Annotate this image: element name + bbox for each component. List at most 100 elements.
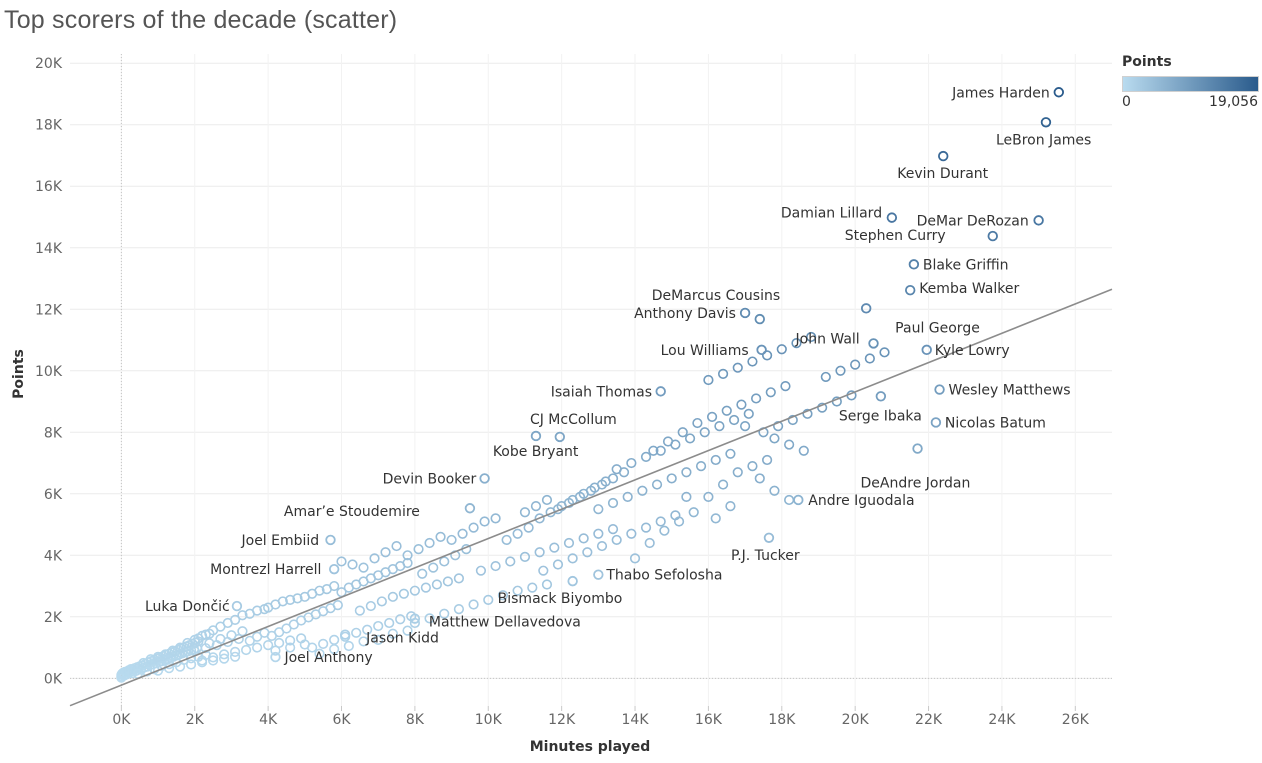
- data-point[interactable]: [351, 627, 362, 638]
- data-point[interactable]: [549, 542, 560, 553]
- data-point[interactable]: [802, 408, 813, 419]
- data-point[interactable]: [185, 659, 197, 670]
- data-point-labeled[interactable]: [270, 651, 281, 663]
- data-point-labeled[interactable]: [328, 563, 340, 575]
- data-point[interactable]: [483, 594, 494, 605]
- data-point-labeled[interactable]: [464, 503, 476, 514]
- data-point[interactable]: [475, 565, 487, 576]
- data-point[interactable]: [398, 588, 409, 599]
- data-point[interactable]: [585, 485, 597, 496]
- data-point[interactable]: [541, 494, 553, 506]
- data-point[interactable]: [563, 537, 575, 549]
- data-point[interactable]: [270, 645, 281, 656]
- data-point[interactable]: [417, 568, 428, 579]
- data-point[interactable]: [670, 439, 681, 450]
- data-point[interactable]: [552, 559, 564, 570]
- data-point[interactable]: [703, 491, 714, 502]
- data-point[interactable]: [453, 573, 465, 584]
- data-point[interactable]: [292, 593, 303, 604]
- data-point[interactable]: [593, 528, 604, 539]
- data-point[interactable]: [655, 445, 666, 456]
- data-point[interactable]: [252, 605, 263, 616]
- data-point[interactable]: [329, 580, 340, 592]
- data-point[interactable]: [395, 614, 406, 625]
- data-point[interactable]: [762, 350, 773, 361]
- data-point[interactable]: [230, 651, 241, 662]
- data-point[interactable]: [637, 485, 648, 496]
- data-point[interactable]: [622, 491, 633, 502]
- data-point[interactable]: [413, 544, 424, 555]
- data-point[interactable]: [626, 457, 637, 469]
- data-point[interactable]: [218, 653, 230, 664]
- data-point-labeled[interactable]: [868, 338, 879, 349]
- data-point[interactable]: [285, 594, 296, 605]
- data-point[interactable]: [626, 528, 637, 539]
- data-point-labeled[interactable]: [921, 344, 932, 356]
- data-point[interactable]: [369, 553, 380, 564]
- data-point[interactable]: [541, 579, 553, 590]
- data-point[interactable]: [648, 445, 659, 456]
- data-point[interactable]: [710, 454, 721, 466]
- data-point-labeled[interactable]: [1033, 215, 1044, 226]
- data-point[interactable]: [706, 411, 718, 423]
- data-point[interactable]: [226, 630, 237, 641]
- data-point[interactable]: [237, 610, 248, 621]
- data-point[interactable]: [376, 596, 387, 607]
- data-point[interactable]: [835, 365, 846, 376]
- data-point[interactable]: [640, 451, 652, 462]
- data-point[interactable]: [659, 525, 670, 536]
- data-point[interactable]: [424, 537, 435, 549]
- data-point[interactable]: [373, 620, 384, 632]
- data-point[interactable]: [879, 347, 890, 358]
- data-point-labeled[interactable]: [339, 629, 351, 640]
- data-point-labeled[interactable]: [530, 430, 542, 442]
- data-point[interactable]: [703, 374, 714, 386]
- data-point[interactable]: [402, 550, 413, 561]
- data-point[interactable]: [596, 540, 608, 552]
- data-point[interactable]: [512, 528, 523, 539]
- data-point-labeled[interactable]: [886, 212, 898, 223]
- data-point[interactable]: [629, 553, 641, 564]
- data-point[interactable]: [582, 547, 593, 558]
- data-point[interactable]: [347, 559, 358, 570]
- data-point[interactable]: [780, 381, 791, 392]
- data-point-labeled[interactable]: [655, 386, 666, 397]
- data-point[interactable]: [769, 485, 780, 496]
- data-point[interactable]: [387, 628, 398, 639]
- data-point[interactable]: [358, 636, 369, 647]
- data-point[interactable]: [512, 585, 523, 596]
- data-point-labeled[interactable]: [987, 230, 998, 242]
- data-point[interactable]: [806, 331, 817, 343]
- data-point[interactable]: [611, 464, 622, 475]
- data-point[interactable]: [567, 553, 578, 564]
- data-point-labeled[interactable]: [934, 384, 945, 395]
- data-point[interactable]: [721, 405, 732, 416]
- data-point-labeled[interactable]: [409, 613, 421, 624]
- data-point[interactable]: [728, 414, 740, 426]
- data-point[interactable]: [732, 467, 743, 478]
- data-point[interactable]: [519, 551, 531, 562]
- data-point[interactable]: [435, 531, 446, 542]
- data-point[interactable]: [538, 565, 549, 576]
- data-point-labeled[interactable]: [554, 431, 566, 443]
- data-point[interactable]: [215, 633, 226, 645]
- data-points[interactable]: [116, 87, 1064, 683]
- data-point[interactable]: [505, 556, 516, 567]
- data-point[interactable]: [329, 634, 340, 645]
- data-point[interactable]: [318, 638, 329, 649]
- data-point[interactable]: [773, 421, 784, 432]
- data-point[interactable]: [314, 648, 325, 659]
- data-point[interactable]: [501, 534, 512, 546]
- data-point[interactable]: [673, 516, 685, 527]
- data-point[interactable]: [428, 562, 439, 573]
- data-point[interactable]: [439, 608, 450, 619]
- data-point[interactable]: [784, 494, 795, 506]
- data-point[interactable]: [174, 642, 186, 653]
- data-point[interactable]: [479, 516, 490, 527]
- data-point[interactable]: [717, 479, 729, 490]
- data-point[interactable]: [762, 454, 773, 466]
- data-point[interactable]: [534, 513, 545, 524]
- data-point[interactable]: [252, 642, 263, 653]
- data-point[interactable]: [230, 646, 241, 657]
- data-point-labeled[interactable]: [593, 569, 604, 580]
